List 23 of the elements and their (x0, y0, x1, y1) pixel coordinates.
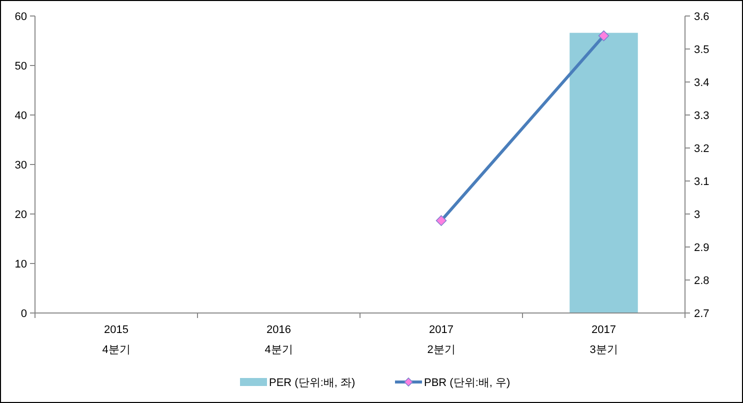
y2-tick-label: 3.6 (694, 10, 710, 23)
y2-tick-label: 2.7 (694, 308, 710, 320)
y2-tick-label: 3.2 (694, 142, 710, 155)
y-tick-label: 0 (20, 308, 27, 320)
y2-tick-label: 2.8 (694, 274, 710, 287)
y2-tick-label: 3.4 (694, 76, 710, 89)
y2-tick-label: 3.3 (694, 110, 710, 122)
y-tick-label: 40 (14, 110, 27, 122)
y-tick-label: 30 (14, 159, 27, 172)
x-tick-label: 2015 4분기 (102, 324, 130, 356)
x-tick-label: 2016 4분기 (264, 324, 293, 356)
y-tick-label: 50 (14, 60, 27, 72)
y2-tick-label: 2.9 (694, 242, 710, 254)
y2-tick-label: 3 (694, 208, 700, 221)
y-tick-label: 20 (14, 208, 27, 221)
x-tick-label: 2017 3분기 (590, 324, 618, 356)
y-tick-label: 60 (14, 10, 27, 23)
y2-tick-label: 3.1 (694, 176, 710, 188)
legend-label: PBR (단위:배, 우) (424, 376, 510, 389)
legend-label: PER (단위:배, 좌) (269, 376, 356, 389)
x-tick-label: 2017 2분기 (427, 324, 456, 356)
y2-tick-label: 3.5 (694, 44, 710, 56)
y-tick-label: 10 (14, 258, 27, 270)
